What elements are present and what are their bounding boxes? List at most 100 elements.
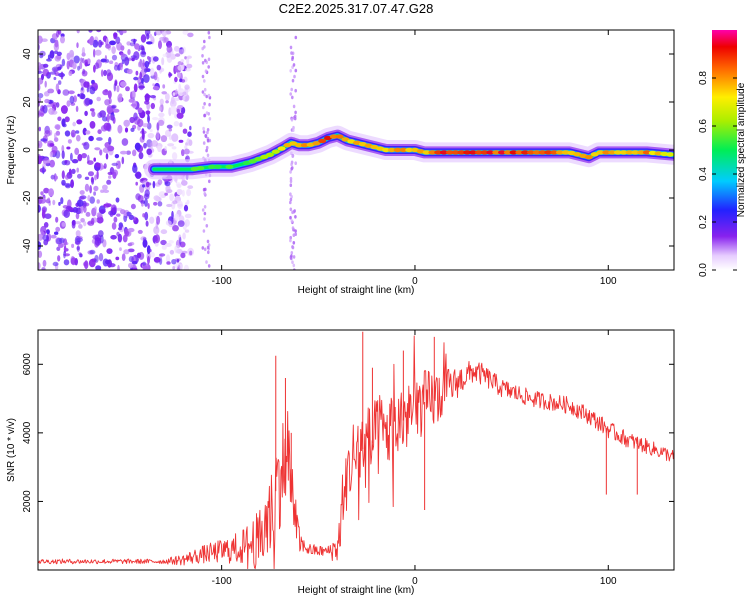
noise-streak-blob xyxy=(292,104,296,109)
trace-core xyxy=(590,152,599,157)
trace-core xyxy=(213,164,222,169)
noise-streak-blob xyxy=(202,105,205,110)
noise-blob xyxy=(150,95,156,99)
x-tick-label: 0 xyxy=(412,576,418,587)
colorbar-label: Normalized spectral amplitude xyxy=(736,82,747,217)
noise-streak-blob xyxy=(290,51,293,55)
noise-blob xyxy=(123,214,128,223)
noise-blob xyxy=(50,234,57,239)
noise-blob xyxy=(123,212,127,217)
trace-core xyxy=(266,152,274,157)
noise-blob xyxy=(182,95,186,101)
noise-blob xyxy=(152,83,155,87)
trace-core xyxy=(608,150,617,155)
trace-core xyxy=(260,154,269,160)
noise-blob xyxy=(134,43,140,50)
noise-streak-blob xyxy=(206,153,210,158)
noise-blob xyxy=(189,250,193,256)
trace-core xyxy=(445,150,454,155)
trace-core xyxy=(584,155,593,160)
noise-blob xyxy=(137,229,143,234)
noise-blob xyxy=(131,90,136,100)
trace-core xyxy=(393,147,402,153)
noise-blob xyxy=(184,145,188,150)
noise-blob xyxy=(49,151,54,158)
trace-core xyxy=(503,150,512,155)
x-tick-label: -100 xyxy=(212,576,232,587)
noise-blob xyxy=(106,248,113,255)
noise-streak-blob xyxy=(291,226,295,230)
noise-blob xyxy=(61,58,66,67)
trace-core xyxy=(631,150,640,155)
trace-core xyxy=(602,150,611,155)
noise-streak-blob xyxy=(201,246,205,250)
noise-blob xyxy=(117,124,123,134)
noise-blob xyxy=(123,249,130,255)
noise-blob xyxy=(162,53,168,58)
noise-blob xyxy=(60,36,65,44)
noise-blob xyxy=(81,57,85,64)
noise-blob xyxy=(46,104,53,108)
noise-blob xyxy=(160,229,168,235)
noise-blob xyxy=(69,95,75,104)
noise-blob xyxy=(182,128,188,134)
noise-blob xyxy=(121,59,125,65)
noise-blob xyxy=(174,97,180,102)
noise-streak-blob xyxy=(202,130,206,134)
noise-blob xyxy=(165,51,172,58)
noise-blob xyxy=(141,128,145,134)
noise-blob xyxy=(44,98,50,104)
noise-blob xyxy=(140,34,147,43)
noise-blob xyxy=(157,201,163,207)
noise-blob xyxy=(170,105,177,115)
noise-blob xyxy=(172,92,176,96)
noise-blob xyxy=(85,211,91,217)
noise-blob xyxy=(181,189,185,197)
noise-blob xyxy=(105,59,110,63)
noise-blob xyxy=(142,239,148,248)
noise-blob xyxy=(117,30,121,33)
trace-core xyxy=(335,134,344,139)
noise-blob xyxy=(153,201,158,206)
y-tick-label: 4000 xyxy=(22,421,33,444)
noise-blob xyxy=(127,227,135,233)
noise-blob xyxy=(142,123,149,128)
noise-blob xyxy=(38,262,41,270)
noise-blob xyxy=(70,152,73,162)
noise-blob xyxy=(142,261,146,267)
noise-blob xyxy=(184,219,190,227)
noise-blob xyxy=(86,160,94,166)
noise-streak-blob xyxy=(204,58,207,63)
trace-core xyxy=(208,164,216,169)
noise-blob xyxy=(186,63,193,69)
noise-blob xyxy=(104,203,112,208)
noise-blob xyxy=(153,256,161,263)
noise-blob xyxy=(66,146,71,150)
noise-blob xyxy=(176,259,180,263)
noise-streak-blob xyxy=(206,130,209,135)
noise-blob xyxy=(55,124,61,130)
noise-blob xyxy=(152,86,160,91)
trace-core xyxy=(532,150,541,155)
noise-blob xyxy=(187,32,194,38)
noise-blob xyxy=(38,140,43,149)
noise-blob xyxy=(84,110,88,117)
noise-blob xyxy=(147,256,150,265)
noise-blob xyxy=(111,46,116,55)
noise-blob xyxy=(163,37,169,43)
noise-blob xyxy=(164,146,167,151)
snr-y-axis-label: SNR (10 * v/v) xyxy=(6,418,17,482)
trace-core xyxy=(469,150,477,155)
noise-blob xyxy=(84,97,91,106)
noise-blob xyxy=(156,64,161,71)
trace-core xyxy=(440,150,448,155)
noise-streak-blob xyxy=(208,179,211,184)
noise-blob xyxy=(55,150,61,159)
noise-blob xyxy=(180,59,185,63)
noise-blob xyxy=(88,171,94,177)
noise-blob xyxy=(103,163,107,169)
noise-blob xyxy=(51,66,59,73)
snr-line-layer xyxy=(38,331,674,570)
noise-blob xyxy=(38,126,41,132)
